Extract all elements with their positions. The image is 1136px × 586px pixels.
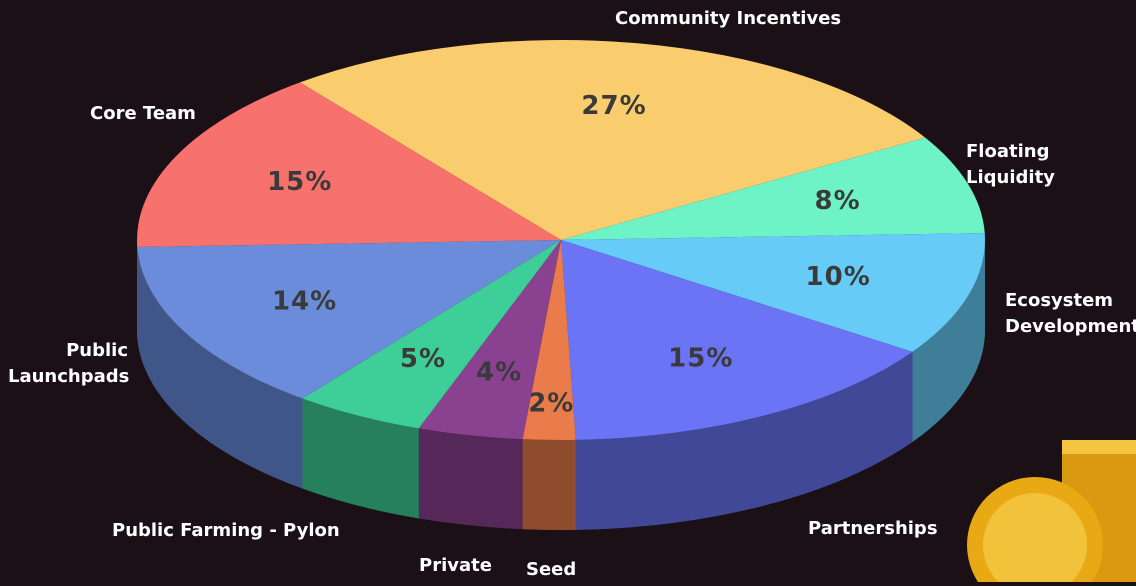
category-label: Ecosystem Development xyxy=(1005,288,1136,340)
value-label: 4% xyxy=(476,357,522,387)
coin-top xyxy=(1062,440,1136,454)
value-label: 15% xyxy=(668,343,733,373)
category-label: Floating Liquidity xyxy=(966,139,1136,191)
category-label: Partnerships xyxy=(808,516,938,542)
category-label: Public Launchpads xyxy=(8,338,128,390)
value-label: 10% xyxy=(806,262,871,292)
coin-stack xyxy=(967,440,1136,582)
value-label: 15% xyxy=(267,167,332,197)
pie: 27% 8% 10% 15% 2%4% 5% 14% 15% xyxy=(137,40,985,530)
slice-side-shade xyxy=(419,428,523,529)
category-label: Core Team xyxy=(90,101,196,127)
category-label: Community Incentives xyxy=(615,6,841,32)
value-label: 2% xyxy=(528,388,574,418)
category-label: Public Farming - Pylon xyxy=(112,518,340,544)
value-label: 8% xyxy=(815,186,861,216)
category-label: Private xyxy=(419,553,492,579)
value-label: 14% xyxy=(272,287,337,317)
value-label: 27% xyxy=(581,91,646,121)
slice-side-shade xyxy=(523,439,576,530)
value-label: 5% xyxy=(400,344,446,374)
category-label: Seed xyxy=(526,557,576,583)
